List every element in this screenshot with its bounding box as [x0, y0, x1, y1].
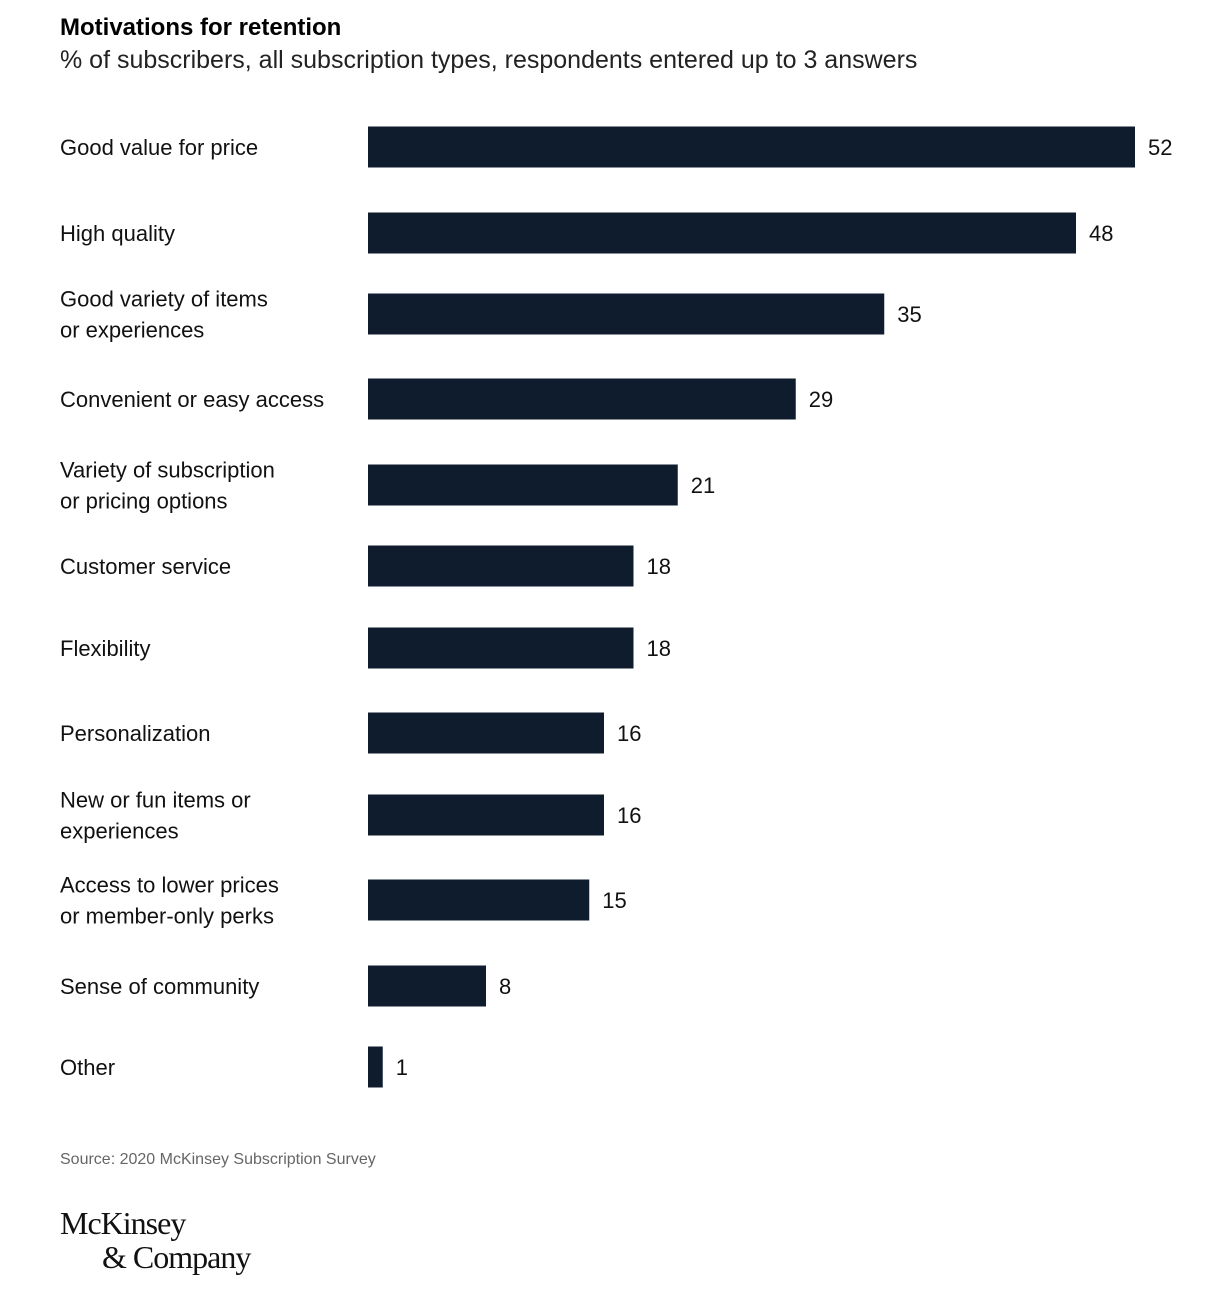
bar: [368, 965, 486, 1007]
category-label: Access to lower prices: [60, 873, 279, 898]
category-label: or member-only perks: [60, 904, 274, 929]
category-label: Variety of subscription: [60, 458, 275, 483]
bar: [368, 126, 1135, 168]
bar: [368, 879, 590, 921]
bar-chart: 52 Good value for price 48 High quality 35 Go…: [60, 126, 1172, 1088]
value-label: 8: [499, 974, 511, 999]
value-label: 18: [647, 636, 671, 661]
mckinsey-logo: McKinsey & Company: [60, 1205, 251, 1275]
bar: [368, 712, 604, 754]
bar: [368, 293, 885, 335]
bar: [368, 545, 634, 587]
category-label: Flexibility: [60, 636, 150, 661]
value-label: 52: [1148, 135, 1172, 160]
bar: [368, 1046, 383, 1088]
category-label: experiences: [60, 819, 179, 844]
category-label: Good variety of items: [60, 287, 268, 312]
category-label: Customer service: [60, 554, 231, 579]
bar: [368, 378, 796, 420]
value-label: 29: [809, 387, 833, 412]
category-label: Sense of community: [60, 974, 259, 999]
bar: [368, 212, 1076, 254]
category-label: Personalization: [60, 721, 210, 746]
value-label: 1: [396, 1055, 408, 1080]
value-label: 16: [617, 803, 641, 828]
bar: [368, 794, 604, 836]
category-label: High quality: [60, 221, 175, 246]
logo-line-1: McKinsey: [60, 1205, 186, 1241]
category-label: Convenient or easy access: [60, 387, 324, 412]
category-label: or pricing options: [60, 489, 228, 514]
value-label: 18: [647, 554, 671, 579]
chart-subtitle: % of subscribers, all subscription types…: [60, 46, 918, 74]
source-note: Source: 2020 McKinsey Subscription Surve…: [60, 1151, 376, 1168]
chart-title: Motivations for retention: [60, 14, 342, 41]
logo-line-2: & Company: [102, 1239, 251, 1275]
category-label: Good value for price: [60, 135, 258, 160]
value-label: 48: [1089, 221, 1113, 246]
value-label: 21: [691, 473, 715, 498]
category-label: Other: [60, 1055, 115, 1080]
value-label: 15: [602, 888, 626, 913]
category-label: or experiences: [60, 318, 204, 343]
value-label: 35: [897, 302, 921, 327]
bar: [368, 627, 634, 669]
bar: [368, 464, 678, 506]
category-label: New or fun items or: [60, 788, 251, 813]
value-label: 16: [617, 721, 641, 746]
